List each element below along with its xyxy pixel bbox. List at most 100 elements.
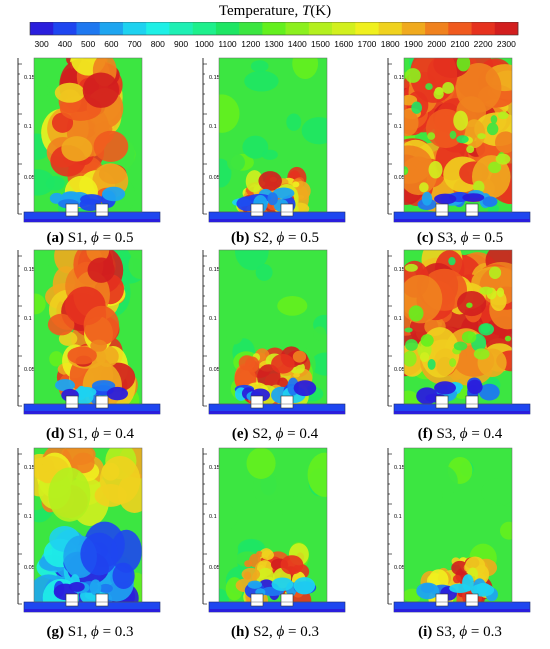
colorbar-tick-label: 1100 — [218, 39, 237, 49]
temperature-field — [34, 250, 142, 404]
caption-f: (f) S3, ϕ = 0.4 — [417, 426, 503, 442]
injector-nozzle — [435, 395, 449, 409]
colorbar-cell — [471, 22, 496, 35]
injector-nozzle — [65, 395, 79, 409]
colorbar-tick-label: 1600 — [334, 39, 353, 49]
colorbar-cell — [355, 22, 379, 35]
colorbar-cell — [169, 22, 193, 35]
injector-nozzle — [95, 395, 109, 409]
colorbar-cell — [378, 22, 403, 35]
temperature-field — [219, 448, 327, 602]
colorbar-tick-label: 2300 — [497, 39, 516, 49]
panel-e-contour: 0.15 0.1 0.05 — [202, 249, 346, 415]
colorbar-cell — [494, 22, 519, 35]
injector-nozzle — [250, 203, 264, 217]
colorbar-tick-label: 1000 — [195, 39, 214, 49]
colorbar-cell — [192, 22, 217, 35]
colorbar-tick-label: 1800 — [381, 39, 400, 49]
injector-nozzle — [65, 593, 79, 607]
y-tick-label: 0.15 — [209, 267, 220, 273]
caption-i: (i) S3, ϕ = 0.3 — [418, 624, 502, 640]
panel-f-contour: 0.15 0.1 0.05 — [387, 249, 531, 415]
y-tick-label: 0.1 — [394, 316, 402, 322]
y-tick-label: 0.15 — [24, 75, 35, 81]
y-tick-label: 0.1 — [394, 514, 402, 520]
panel-h-contour: 0.15 0.1 0.05 — [202, 447, 346, 613]
injector-nozzle — [95, 203, 109, 217]
caption-h: (h) S2, ϕ = 0.3 — [231, 624, 319, 640]
colorbar-tick-label: 1700 — [357, 39, 376, 49]
injector-nozzle — [465, 203, 479, 217]
colorbar-tick-label: 1300 — [265, 39, 284, 49]
colorbar-tick-label: 800 — [151, 39, 165, 49]
y-tick-label: 0.15 — [394, 75, 405, 81]
caption-g: (g) S1, ϕ = 0.3 — [46, 624, 134, 640]
colorbar-cell — [239, 22, 263, 35]
colorbar-label: Temperature, — [218, 3, 299, 19]
colorbar-cell — [122, 22, 147, 35]
y-tick-label: 0.15 — [209, 465, 220, 471]
y-tick-label: 0.05 — [394, 367, 405, 373]
temperature-field — [34, 58, 142, 212]
injector-nozzle — [95, 593, 109, 607]
colorbar-cell — [99, 22, 124, 35]
y-tick-label: 0.1 — [209, 514, 217, 520]
y-tick-label: 0.1 — [24, 316, 32, 322]
y-tick-label: 0.05 — [24, 565, 35, 571]
injector-nozzle — [465, 593, 479, 607]
injector-nozzle — [435, 203, 449, 217]
temperature-field — [404, 250, 512, 404]
colorbar-cell — [285, 22, 310, 35]
colorbar-cell — [425, 22, 449, 35]
colorbar-cell — [448, 22, 472, 35]
y-tick-label: 0.05 — [209, 367, 220, 373]
colorbar: 300 400 500 600 700 800 900 1000 1100 1200 1300 140… — [29, 22, 519, 49]
y-tick-label: 0.05 — [394, 175, 405, 181]
y-tick-label: 0.15 — [24, 267, 35, 273]
injector-nozzle — [280, 593, 294, 607]
caption-b: (b) S2, ϕ = 0.5 — [231, 230, 319, 246]
colorbar-tick-label: 1200 — [241, 39, 260, 49]
colorbar-cell — [401, 22, 426, 35]
colorbar-tick-label: 700 — [127, 39, 141, 49]
colorbar-ticks: 300 400 500 600 700 800 900 1000 1100 1200 1300 140… — [35, 39, 517, 49]
y-tick-label: 0.15 — [394, 267, 405, 273]
colorbar-tick-label: 1900 — [404, 39, 423, 49]
colorbar-cell — [215, 22, 240, 35]
colorbar-title: Temperature, T(K) — [0, 2, 550, 20]
injector-nozzle — [435, 593, 449, 607]
colorbar-tick-label: 1500 — [311, 39, 330, 49]
temperature-field — [404, 448, 512, 602]
injector-nozzle — [465, 395, 479, 409]
colorbar-unit: (K) — [310, 3, 332, 19]
y-tick-label: 0.05 — [209, 565, 220, 571]
caption-c: (c) S3, ϕ = 0.5 — [416, 230, 504, 246]
panel-c-contour: 0.15 0.1 0.05 — [387, 57, 531, 223]
panel-a-contour: 0.15 0.1 0.05 — [17, 57, 161, 223]
injector-nozzle — [280, 203, 294, 217]
temperature-field — [219, 250, 327, 404]
colorbar-symbol: T — [301, 3, 311, 19]
injector-nozzle — [250, 593, 264, 607]
temperature-field — [34, 448, 142, 602]
colorbar-tick-label: 2000 — [427, 39, 446, 49]
colorbar-tick-label: 600 — [104, 39, 118, 49]
injector-nozzle — [65, 203, 79, 217]
panel-d-contour: 0.15 0.1 0.05 — [17, 249, 161, 415]
colorbar-tick-label: 400 — [58, 39, 72, 49]
colorbar-cell — [332, 22, 356, 35]
y-tick-label: 0.15 — [209, 75, 220, 81]
injector-nozzle — [280, 395, 294, 409]
panel-i-contour: 0.15 0.1 0.05 — [387, 447, 531, 613]
colorbar-cells — [29, 22, 519, 36]
colorbar-tick-label: 900 — [174, 39, 188, 49]
caption-e: (e) S2, ϕ = 0.4 — [231, 426, 319, 442]
injector-nozzle — [250, 395, 264, 409]
y-tick-label: 0.1 — [24, 514, 32, 520]
colorbar-tick-label: 500 — [81, 39, 95, 49]
panel-b-contour: 0.15 0.1 0.05 — [202, 57, 346, 223]
caption-d: (d) S1, ϕ = 0.4 — [46, 426, 134, 442]
y-tick-label: 0.1 — [394, 124, 402, 130]
y-tick-label: 0.15 — [394, 465, 405, 471]
